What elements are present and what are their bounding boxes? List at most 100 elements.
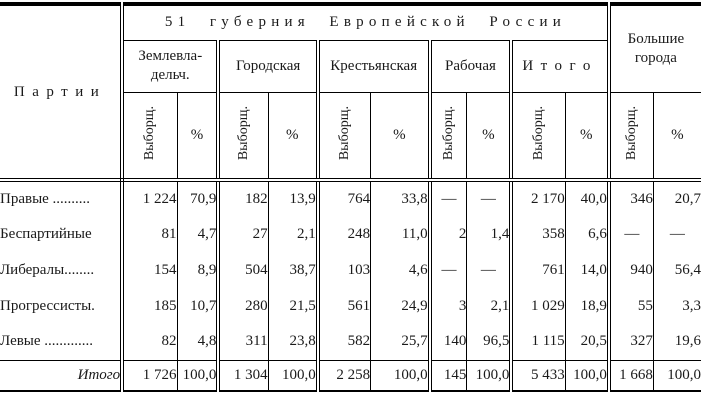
table-cell: — xyxy=(606,216,654,252)
table-cell: 1,4 xyxy=(466,216,512,252)
column-header-percent-big-cities: % xyxy=(652,92,701,182)
table-cell: 140 xyxy=(427,324,467,360)
table-cell: 14,0 xyxy=(564,252,609,288)
table-cell: — xyxy=(466,252,512,288)
column-group-total: Итого xyxy=(509,40,609,93)
column-header-electors-big-cities: Выборщ. xyxy=(606,92,654,182)
table-cell: 20,5 xyxy=(564,324,609,360)
table-cell: 4,6 xyxy=(370,252,430,288)
table-cell: 1 029 xyxy=(509,288,566,324)
column-group-urban-curia: Городская xyxy=(216,40,318,93)
electors-vertical-label: Выборщ. xyxy=(531,105,547,160)
table-cell: 940 xyxy=(606,252,654,288)
column-group-big-cities: Большие города xyxy=(606,4,701,93)
table-cell: 10,7 xyxy=(176,288,219,324)
table-cell: 1 224 xyxy=(120,180,178,216)
column-header-electors-landowner: Выборщ. xyxy=(120,92,178,182)
row-label: Либералы........ xyxy=(0,252,125,288)
column-header-parties: Партии xyxy=(0,4,125,182)
table-cell: 2 170 xyxy=(509,180,566,216)
election-results-table: Партии 51 губерния Европейской России Бо… xyxy=(0,2,701,392)
table-cell: 561 xyxy=(315,288,371,324)
table-cell: 100,0 xyxy=(564,359,609,391)
table-cell: 145 xyxy=(427,359,467,391)
table-cell: 764 xyxy=(315,180,371,216)
table-cell: — xyxy=(652,216,701,252)
table-cell: 33,8 xyxy=(370,180,430,216)
table-cell: 346 xyxy=(606,180,654,216)
table-cell: 3,3 xyxy=(652,288,701,324)
table-row-total: Итого 1 726 100,0 1 304 100,0 2 258 100,… xyxy=(0,359,701,391)
table-cell: 82 xyxy=(120,324,178,360)
table-cell: 20,7 xyxy=(652,180,701,216)
row-label: Прогрессисты. xyxy=(0,288,125,324)
table-cell: 761 xyxy=(509,252,566,288)
table-cell: 25,7 xyxy=(370,324,430,360)
electors-vertical-label: Выборщ. xyxy=(623,105,639,160)
table-cell: 13,9 xyxy=(267,180,318,216)
column-header-electors-urban: Выборщ. xyxy=(216,92,269,182)
table-cell: 55 xyxy=(606,288,654,324)
table-cell: 4,8 xyxy=(176,324,219,360)
table-cell: — xyxy=(427,252,467,288)
row-label: Беспартийные xyxy=(0,216,125,252)
column-group-peasant-curia: Крестьянская xyxy=(315,40,430,93)
table-cell: 582 xyxy=(315,324,371,360)
table-cell: — xyxy=(427,180,467,216)
table-cell: 248 xyxy=(315,216,371,252)
column-header-percent-landowner: % xyxy=(176,92,219,182)
table-cell: 38,7 xyxy=(267,252,318,288)
total-row-label: Итого xyxy=(0,359,125,391)
table-cell: 504 xyxy=(216,252,269,288)
table-row-leftists: Левые ............. 82 4,8 311 23,8 582 … xyxy=(0,324,701,360)
electors-vertical-label: Выборщ. xyxy=(440,105,456,160)
table-cell: 1 115 xyxy=(509,324,566,360)
table-cell: 154 xyxy=(120,252,178,288)
table-cell: 2 xyxy=(427,216,467,252)
table-cell: 100,0 xyxy=(466,359,512,391)
table-row-rightists: Правые .......... 1 224 70,9 182 13,9 76… xyxy=(0,180,701,216)
row-label: Левые ............. xyxy=(0,324,125,360)
electors-vertical-label: Выборщ. xyxy=(142,105,158,160)
column-header-electors-total: Выборщ. xyxy=(509,92,566,182)
table-cell: 4,7 xyxy=(176,216,219,252)
table-cell: 21,5 xyxy=(267,288,318,324)
table-cell: 100,0 xyxy=(370,359,430,391)
table-cell: 96,5 xyxy=(466,324,512,360)
table-cell: 358 xyxy=(509,216,566,252)
table-cell: 327 xyxy=(606,324,654,360)
table-cell: 100,0 xyxy=(267,359,318,391)
column-header-electors-worker: Выборщ. xyxy=(427,92,467,182)
table-cell: 280 xyxy=(216,288,269,324)
table-cell: 8,9 xyxy=(176,252,219,288)
electors-vertical-label: Выборщ. xyxy=(236,105,252,160)
table-cell: 24,9 xyxy=(370,288,430,324)
table-cell: 311 xyxy=(216,324,269,360)
table-cell: 185 xyxy=(120,288,178,324)
column-header-percent-urban: % xyxy=(267,92,318,182)
table-cell: 1 668 xyxy=(606,359,654,391)
table-cell: 182 xyxy=(216,180,269,216)
column-header-percent-peasant: % xyxy=(370,92,430,182)
table-cell: 2 258 xyxy=(315,359,371,391)
column-header-electors-peasant: Выборщ. xyxy=(315,92,371,182)
table-row-liberals: Либералы........ 154 8,9 504 38,7 103 4,… xyxy=(0,252,701,288)
table-cell: 2,1 xyxy=(267,216,318,252)
table-row-progressists: Прогрессисты. 185 10,7 280 21,5 561 24,9… xyxy=(0,288,701,324)
table-cell: 23,8 xyxy=(267,324,318,360)
table-cell: 5 433 xyxy=(509,359,566,391)
table-cell: 56,4 xyxy=(652,252,701,288)
table-cell: 81 xyxy=(120,216,178,252)
table-cell: — xyxy=(466,180,512,216)
table-cell: 103 xyxy=(315,252,371,288)
column-header-percent-total: % xyxy=(564,92,609,182)
table-cell: 18,9 xyxy=(564,288,609,324)
table-cell: 1 726 xyxy=(120,359,178,391)
column-group-worker-curia: Рабочая xyxy=(427,40,512,93)
row-label: Правые .......... xyxy=(0,180,125,216)
table-cell: 1 304 xyxy=(216,359,269,391)
table-cell: 11,0 xyxy=(370,216,430,252)
table-cell: 100,0 xyxy=(652,359,701,391)
table-cell: 70,9 xyxy=(176,180,219,216)
